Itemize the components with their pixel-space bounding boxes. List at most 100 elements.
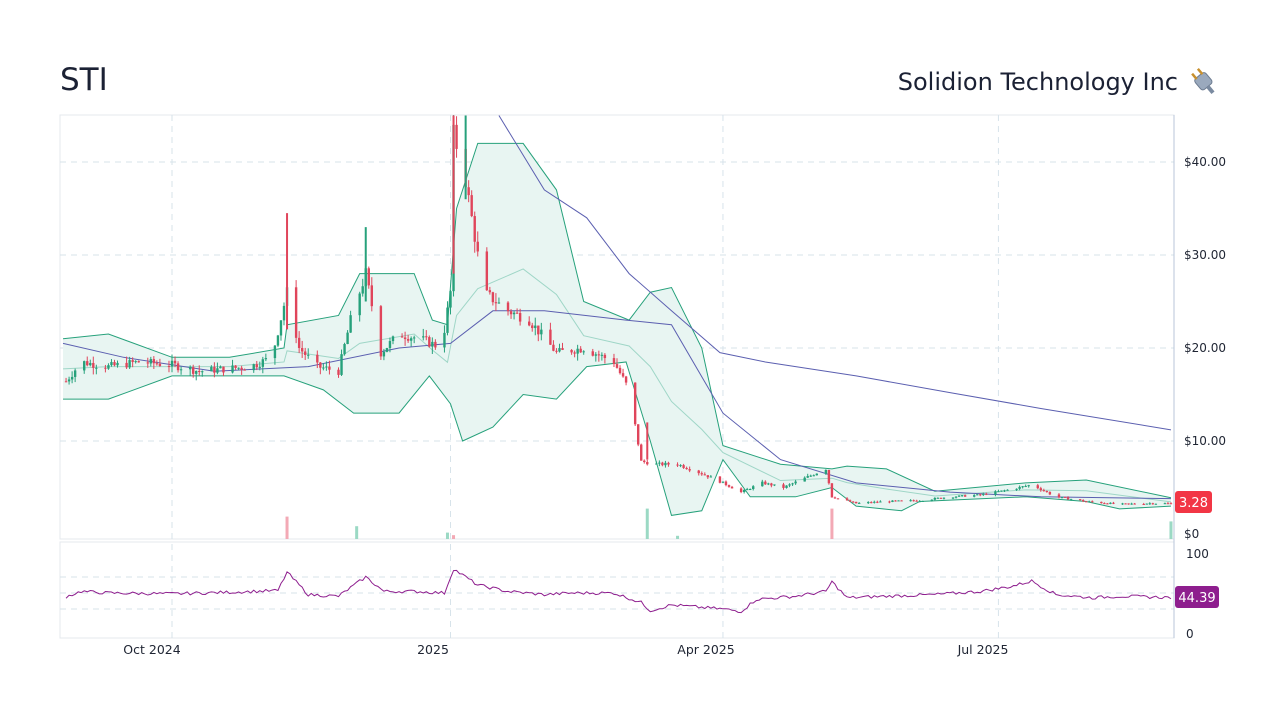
candle-body — [1145, 503, 1148, 505]
candle-body — [195, 371, 198, 374]
last-price-label: 3.28 — [1179, 496, 1208, 511]
candle-body — [739, 488, 743, 493]
candle-body — [912, 500, 915, 502]
candle-body — [431, 341, 434, 347]
candle-body — [1045, 490, 1049, 493]
candle-body — [624, 376, 628, 383]
candle-body — [146, 362, 149, 364]
candle-body — [231, 365, 234, 373]
company-name: Solidion Technology Inc — [897, 68, 1178, 96]
candle-body — [473, 216, 476, 242]
candle-body — [1130, 503, 1133, 505]
candle-body — [400, 336, 404, 338]
candle-body — [428, 337, 431, 347]
rsi-tick-100: 100 — [1186, 547, 1209, 561]
candle-body — [167, 365, 171, 367]
candle-body — [1006, 489, 1009, 491]
candle-body — [134, 361, 137, 363]
candle-body — [1103, 503, 1106, 505]
candle-body — [104, 367, 107, 369]
candle-body — [827, 469, 831, 484]
candle-body — [1021, 486, 1024, 488]
candle-body — [509, 311, 513, 315]
candle-body — [297, 337, 301, 349]
candle-body — [730, 486, 734, 489]
candle-body — [791, 483, 794, 485]
candle-body — [528, 321, 531, 326]
candle-body — [618, 367, 622, 374]
candle-body — [848, 500, 852, 502]
candle-body — [443, 332, 446, 348]
volume-bar — [445, 532, 449, 539]
candle-body — [213, 366, 216, 373]
volume-bar — [452, 535, 456, 539]
candle-body — [851, 501, 855, 503]
bollinger-fill — [63, 143, 1171, 516]
candle-body — [1142, 504, 1145, 506]
candle-body — [951, 497, 955, 499]
candle-body — [873, 501, 876, 503]
candle-body — [476, 241, 479, 252]
candle-body — [467, 187, 470, 196]
candle-body — [930, 499, 934, 501]
candle-body — [676, 464, 679, 466]
candle-body — [742, 489, 746, 493]
candle-body — [1048, 492, 1052, 495]
candle-body — [155, 363, 159, 365]
rsi-tick-0: 0 — [1186, 627, 1194, 641]
candle-body — [273, 345, 277, 359]
volume-bar — [645, 508, 649, 539]
candle-body — [845, 498, 849, 501]
bollinger-lower-line — [63, 361, 1171, 516]
candle-body — [485, 251, 489, 291]
candle-body — [697, 470, 700, 474]
candle-body — [703, 474, 706, 476]
candle-body — [149, 359, 153, 364]
candle-body — [718, 476, 722, 483]
candle-body — [636, 424, 640, 445]
candle-body — [979, 494, 982, 496]
candle-body — [921, 500, 924, 502]
x-tick-2025: 2025 — [417, 642, 449, 657]
last-price-badge: 3.28 — [1175, 491, 1212, 513]
candle-body — [137, 361, 140, 363]
candle-body — [915, 500, 918, 502]
candle-body — [833, 497, 837, 499]
candle-body — [210, 366, 213, 372]
candle-body — [918, 501, 921, 503]
candle-body — [957, 495, 961, 497]
candle-body — [391, 336, 395, 342]
candle-body — [86, 361, 89, 366]
volume-bar — [830, 508, 834, 539]
candle-body — [406, 339, 410, 341]
candle-body — [688, 469, 691, 471]
candle-body — [294, 287, 298, 338]
candle-body — [446, 307, 449, 333]
candle-body — [243, 369, 246, 371]
candle-body — [1027, 485, 1030, 487]
candle-body — [809, 475, 812, 477]
candle-body — [782, 484, 785, 488]
bollinger-bands — [62, 142, 1172, 516]
candle-body — [664, 462, 667, 466]
candle-body — [700, 473, 703, 475]
candle-body — [328, 366, 331, 370]
x-tick-oct-2024: Oct 2024 — [123, 642, 180, 657]
candle-body — [1109, 502, 1112, 504]
candle-body — [240, 367, 243, 370]
candle-body — [1148, 503, 1151, 505]
candle-body — [894, 500, 897, 502]
candle-body — [252, 364, 255, 371]
candle-body — [234, 365, 237, 368]
candle-body — [1124, 503, 1127, 505]
candle-body — [679, 465, 682, 467]
candle-body — [1069, 499, 1073, 501]
candle-body — [531, 325, 534, 329]
candle-body — [815, 473, 818, 476]
candle-body — [633, 382, 637, 425]
volume-bar — [285, 516, 289, 539]
volume-bar — [355, 526, 359, 539]
candle-body — [764, 481, 767, 485]
candle-body — [1166, 503, 1170, 505]
